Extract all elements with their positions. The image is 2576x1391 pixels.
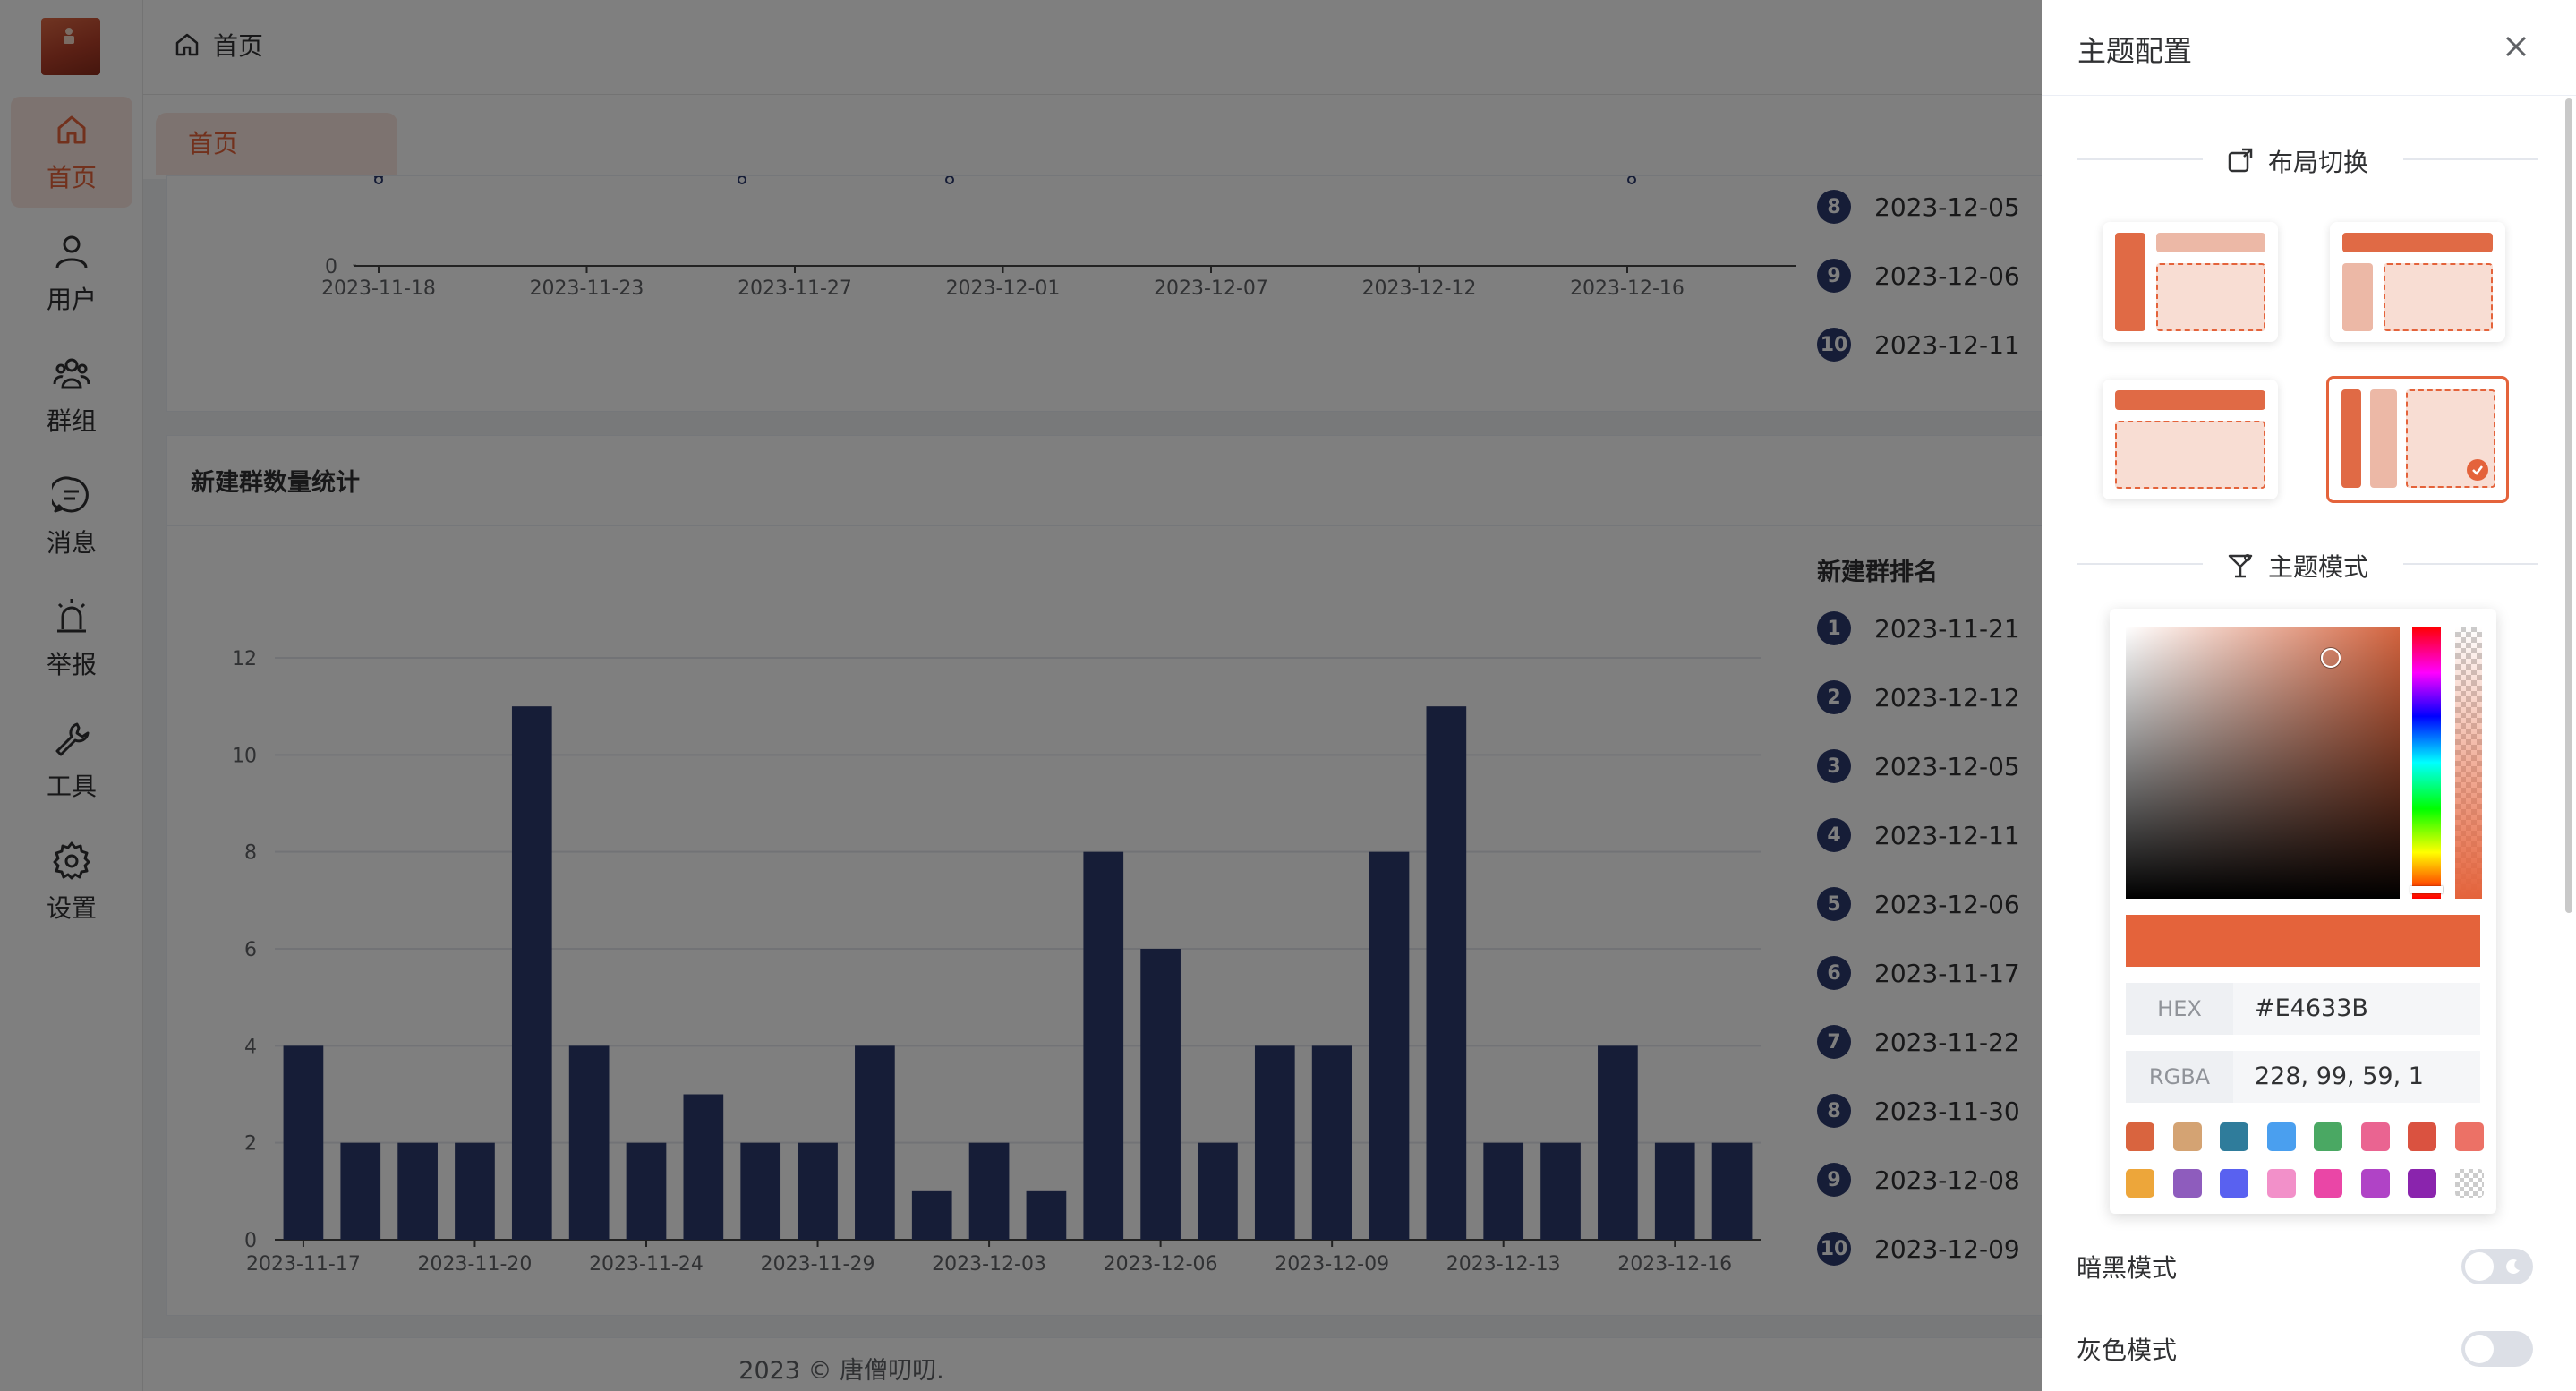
color-swatch[interactable] — [2360, 1122, 2390, 1151]
layout-option-columns[interactable] — [2326, 376, 2509, 503]
rgba-input[interactable]: 228, 99, 59, 1 — [2233, 1051, 2480, 1103]
color-swatch[interactable] — [2408, 1122, 2436, 1151]
gray-mode-row: 灰色模式 — [2077, 1327, 2533, 1371]
layout-section-label: 布局切换 — [2227, 143, 2368, 179]
gray-mode-switch[interactable] — [2461, 1331, 2533, 1367]
color-swatch[interactable] — [2126, 1169, 2154, 1198]
drawer-title: 主题配置 — [2077, 34, 2193, 68]
drawer-header-divider — [2042, 95, 2576, 96]
cocktail-icon — [2228, 554, 2253, 578]
layout-option-vertical[interactable] — [2103, 222, 2278, 342]
theme-section-label: 主题模式 — [2227, 548, 2368, 584]
layout-icon — [2228, 148, 2253, 173]
color-picker-panel: HEX #E4633B RGBA 228, 99, 59, 1 — [2110, 609, 2496, 1214]
hex-field[interactable]: HEX #E4633B — [2126, 983, 2480, 1035]
hex-label: HEX — [2126, 983, 2233, 1035]
color-swatch[interactable] — [2172, 1169, 2202, 1198]
color-swatch[interactable] — [2314, 1122, 2342, 1151]
hex-input[interactable]: #E4633B — [2233, 983, 2480, 1035]
section-divider-right — [2403, 158, 2538, 160]
drawer-scrollbar[interactable] — [2565, 98, 2572, 913]
color-swatch[interactable] — [2454, 1169, 2484, 1198]
dark-mode-row: 暗黑模式 — [2077, 1244, 2533, 1289]
layout-section-text: 布局切换 — [2268, 148, 2369, 177]
color-swatch[interactable] — [2408, 1169, 2436, 1198]
alpha-slider[interactable] — [2455, 627, 2482, 899]
layout-option-classic[interactable] — [2330, 222, 2505, 342]
selected-check-icon — [2467, 459, 2488, 481]
dark-mode-label: 暗黑模式 — [2077, 1253, 2178, 1283]
color-swatch[interactable] — [2454, 1122, 2484, 1151]
color-swatch[interactable] — [2172, 1122, 2202, 1151]
section-divider-left — [2077, 563, 2203, 565]
saturation-value-panel[interactable] — [2126, 627, 2400, 899]
dark-mode-switch[interactable] — [2461, 1249, 2533, 1284]
hue-slider[interactable] — [2410, 627, 2443, 899]
rgba-label: RGBA — [2126, 1051, 2233, 1103]
color-cursor[interactable] — [2321, 648, 2341, 668]
layout-option-transverse[interactable] — [2103, 380, 2278, 499]
color-swatch[interactable] — [2266, 1122, 2296, 1151]
section-divider-right — [2403, 563, 2538, 565]
section-divider-left — [2077, 158, 2203, 160]
color-swatch[interactable] — [2266, 1169, 2296, 1198]
rgba-field[interactable]: RGBA 228, 99, 59, 1 — [2126, 1051, 2480, 1103]
color-swatch[interactable] — [2126, 1122, 2154, 1151]
moon-icon — [2506, 1259, 2520, 1274]
color-swatch[interactable] — [2314, 1169, 2342, 1198]
hue-slider-thumb[interactable] — [2410, 886, 2443, 893]
color-preview — [2126, 915, 2480, 967]
color-swatch[interactable] — [2360, 1169, 2390, 1198]
close-icon[interactable] — [2498, 29, 2534, 64]
color-swatch[interactable] — [2220, 1169, 2248, 1198]
theme-section-text: 主题模式 — [2268, 552, 2369, 582]
color-swatch[interactable] — [2220, 1122, 2248, 1151]
gray-mode-label: 灰色模式 — [2077, 1336, 2178, 1365]
